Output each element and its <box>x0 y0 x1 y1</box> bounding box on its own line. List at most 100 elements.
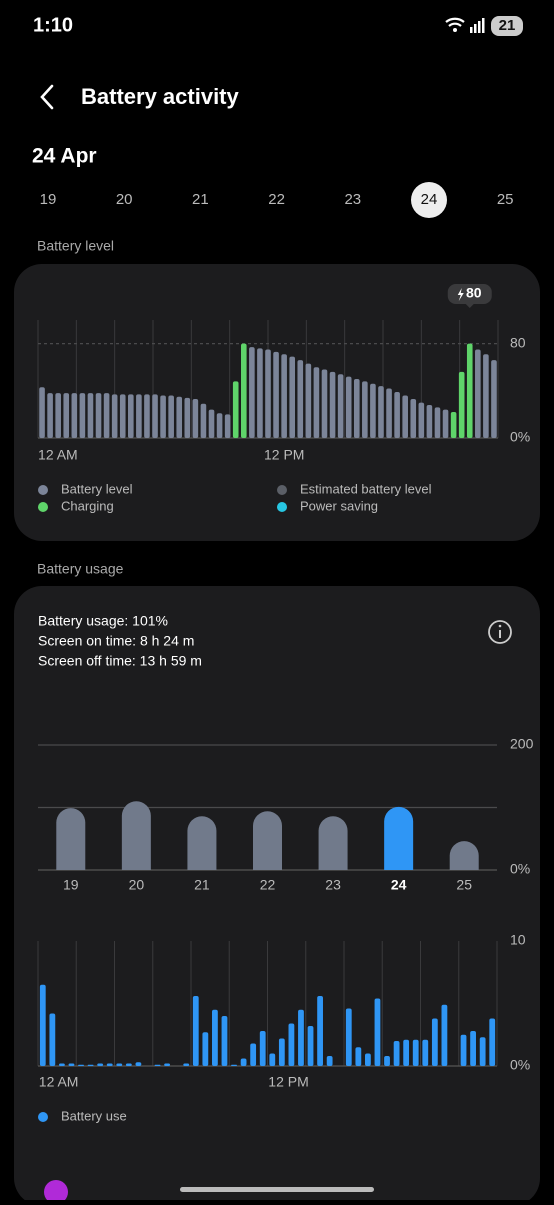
bar <box>97 1063 104 1066</box>
bar <box>483 354 489 438</box>
day[interactable]: 19 <box>40 191 57 208</box>
bar <box>176 396 183 438</box>
battery-percent: 21 <box>499 17 516 34</box>
bar <box>466 343 473 438</box>
bar <box>183 1063 190 1066</box>
bar <box>378 386 384 438</box>
bar <box>353 379 360 438</box>
bar <box>265 349 271 438</box>
bar <box>329 371 336 438</box>
bar <box>365 1053 371 1066</box>
bar <box>78 1064 84 1066</box>
x-tick-label: 12 AM <box>38 447 78 463</box>
day[interactable]: 23 <box>344 191 361 208</box>
y-tick-label: 0% <box>510 429 530 445</box>
bar <box>221 1016 228 1066</box>
bar <box>460 1034 467 1066</box>
bar <box>393 1041 400 1066</box>
day[interactable]: 22 <box>268 191 285 208</box>
bar <box>39 984 46 1066</box>
legend-swatch <box>38 502 48 512</box>
bar <box>202 1032 209 1066</box>
bar <box>313 367 320 438</box>
y-tick-label: 0% <box>510 861 530 877</box>
annotation-pointer <box>465 304 474 308</box>
x-tick-label: 22 <box>260 877 276 893</box>
legend-label: Battery use <box>61 1108 127 1123</box>
bar <box>431 1018 438 1066</box>
legend-label: Battery level <box>61 481 133 496</box>
charge-icon <box>457 288 464 301</box>
bar <box>442 409 449 438</box>
bar <box>257 348 263 438</box>
day[interactable]: 25 <box>497 191 514 208</box>
bar <box>47 393 53 438</box>
bar <box>370 383 376 438</box>
back-button[interactable] <box>40 84 54 110</box>
bar <box>386 388 392 438</box>
bar <box>184 397 191 438</box>
bar <box>103 393 110 438</box>
bar <box>318 816 348 870</box>
bar <box>259 1031 266 1066</box>
bar <box>111 394 118 438</box>
bar <box>422 1039 429 1066</box>
bar <box>470 1031 476 1066</box>
page-title: Battery activity <box>81 84 240 109</box>
bar <box>489 1018 496 1066</box>
bar <box>125 1063 132 1066</box>
bar <box>71 393 78 438</box>
bar <box>144 394 150 438</box>
bar <box>63 393 70 438</box>
day[interactable]: 20 <box>116 191 133 208</box>
bar <box>412 1039 419 1066</box>
bar <box>68 1063 75 1066</box>
bar <box>79 393 86 438</box>
bar <box>326 1056 333 1066</box>
bar <box>55 393 61 438</box>
bar <box>289 356 296 438</box>
bar <box>106 1063 113 1066</box>
bar <box>49 1013 56 1066</box>
app-icon <box>44 1180 68 1204</box>
day[interactable]: 24 <box>421 191 438 208</box>
bar <box>441 1004 448 1066</box>
x-tick-label: 21 <box>194 877 210 893</box>
day[interactable]: 21 <box>192 191 209 208</box>
bar <box>288 1023 295 1066</box>
bar <box>278 1038 285 1066</box>
bar <box>160 395 166 438</box>
bar <box>458 371 465 438</box>
legend-swatch <box>38 1112 48 1122</box>
bar <box>119 394 126 438</box>
bar <box>135 1062 142 1066</box>
bar <box>231 1064 237 1066</box>
legend-label: Charging <box>61 498 114 513</box>
usage-summary: Screen off time: 13 h 59 m <box>38 653 202 669</box>
x-tick-label: 19 <box>63 877 79 893</box>
bar <box>362 381 368 438</box>
bar <box>273 351 279 438</box>
status-icons <box>445 16 523 36</box>
bar <box>317 996 323 1066</box>
bar <box>200 403 207 438</box>
bar <box>426 404 433 438</box>
bar <box>87 393 94 438</box>
bar <box>192 399 199 438</box>
bar <box>39 387 45 438</box>
legend-label: Estimated battery level <box>300 481 432 496</box>
info-button[interactable] <box>488 620 512 644</box>
bar <box>232 381 239 438</box>
charts: 0% 80 12 AM 12 PM Battery level Estimated bat… <box>37 284 534 1123</box>
bar <box>95 393 102 438</box>
legend-label: Power saving <box>300 498 378 513</box>
bar <box>121 801 151 870</box>
bar <box>491 360 497 438</box>
x-tick-label: 12 PM <box>268 1074 308 1090</box>
y-tick-label: 10 <box>510 932 526 948</box>
legend-swatch <box>38 485 48 495</box>
bar <box>59 1063 65 1066</box>
bar <box>240 343 247 438</box>
bar <box>152 394 158 438</box>
